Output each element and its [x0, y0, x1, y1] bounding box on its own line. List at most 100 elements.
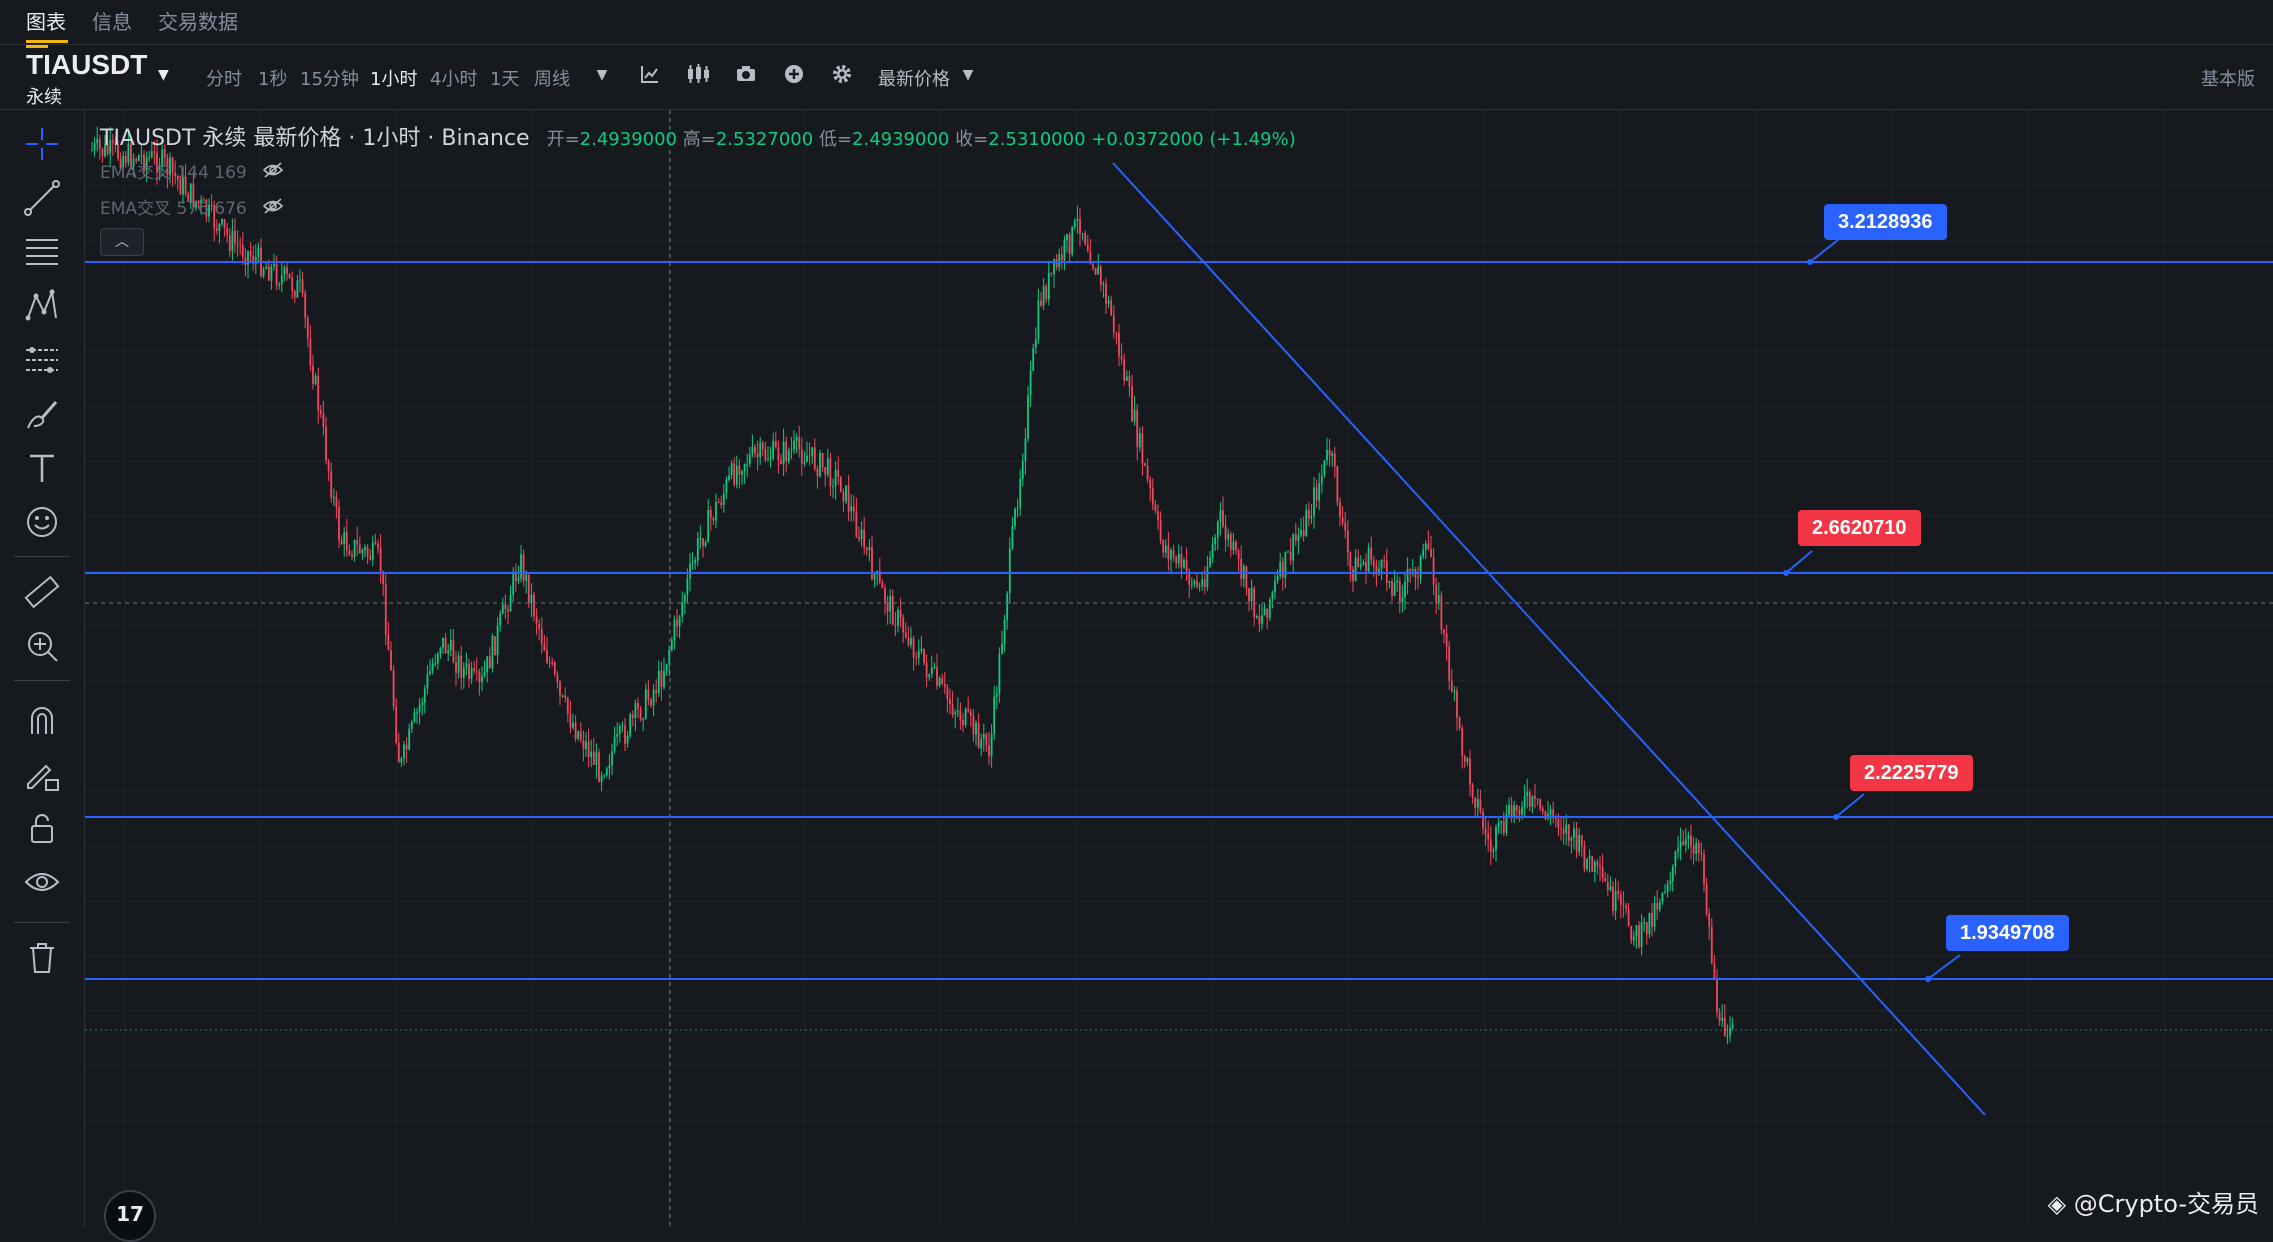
camera-icon[interactable]	[734, 63, 758, 87]
timeframe-1s[interactable]: 1秒	[258, 69, 288, 90]
candle-body	[1318, 483, 1321, 501]
collapse-indicators-button[interactable]: ︿	[100, 228, 144, 256]
measure-lines-icon[interactable]	[22, 340, 62, 380]
candle-body	[1331, 453, 1334, 456]
symbol-dropdown-icon[interactable]: ▼	[158, 67, 169, 83]
candle-body	[184, 176, 187, 194]
tab-chart[interactable]: 图表	[26, 10, 66, 34]
price-label-support[interactable]: 2.2225779	[1850, 755, 1973, 791]
candle-body	[106, 144, 109, 154]
candle-body	[1359, 564, 1362, 567]
candle-body	[1232, 541, 1235, 550]
candle-body	[551, 662, 554, 664]
add-icon[interactable]	[782, 63, 806, 87]
candle-body	[1170, 549, 1172, 560]
timeframe-1w[interactable]: 周线	[534, 69, 570, 90]
candle-body	[1729, 1027, 1731, 1036]
trash-icon[interactable]	[22, 938, 62, 978]
candle-body	[798, 437, 801, 450]
tab-info[interactable]: 信息	[92, 10, 132, 34]
candle-body	[670, 640, 673, 651]
timeframe-15m[interactable]: 15分钟	[300, 69, 359, 90]
candle-body	[1669, 881, 1672, 885]
candle-body	[228, 235, 231, 252]
price-type-select[interactable]: 最新价格	[878, 69, 950, 90]
candle-body	[1053, 259, 1055, 275]
magnet-icon[interactable]	[22, 700, 62, 740]
symbol-name[interactable]: TIAUSDT	[26, 49, 148, 80]
zoom-in-icon[interactable]	[22, 626, 62, 666]
candle-body	[455, 662, 457, 674]
candle-body	[1523, 796, 1526, 808]
timeframe-4h[interactable]: 4小时	[430, 69, 478, 90]
candle-body	[806, 455, 808, 462]
trendline-icon[interactable]	[22, 178, 62, 218]
candle-type-icon[interactable]	[686, 63, 710, 87]
lock-icon[interactable]	[22, 808, 62, 848]
candle-body	[1656, 903, 1659, 910]
candle-body	[556, 674, 559, 682]
crosshair-icon[interactable]	[22, 124, 62, 164]
candle-body	[377, 543, 379, 548]
price-label-lower[interactable]: 1.9349708	[1946, 915, 2069, 951]
candle-body	[1583, 846, 1586, 870]
candle-body	[481, 676, 483, 683]
timeframe-1h[interactable]: 1小时	[370, 69, 418, 90]
candle-body	[933, 667, 936, 669]
candle-body	[496, 625, 499, 656]
settings-gear-icon[interactable]	[830, 63, 854, 87]
text-icon[interactable]	[22, 448, 62, 488]
candle-body	[858, 536, 860, 540]
candle-body	[507, 609, 509, 612]
candle-body	[598, 752, 600, 782]
candle-body	[676, 619, 678, 627]
candle-body	[1508, 805, 1510, 815]
lock-draw-icon[interactable]	[22, 754, 62, 794]
fib-icon[interactable]	[22, 232, 62, 272]
price-chart[interactable]	[85, 110, 2273, 1227]
candle-body	[624, 725, 626, 744]
pattern-icon[interactable]	[22, 286, 62, 326]
price-label-upper[interactable]: 3.2128936	[1824, 204, 1947, 240]
more-timeframes-icon[interactable]: ▼	[596, 67, 608, 83]
candle-body	[1263, 608, 1266, 616]
candle-body	[1385, 561, 1388, 583]
indicator-ema-2[interactable]: EMA交叉 576 676	[100, 194, 284, 219]
hidden-eye-icon[interactable]	[262, 162, 284, 183]
candle-body	[1445, 633, 1448, 647]
chart-canvas[interactable]	[85, 110, 2273, 1227]
candle-body	[743, 464, 746, 472]
candle-body	[137, 155, 140, 161]
emoji-icon[interactable]	[22, 502, 62, 542]
candle-body	[286, 267, 288, 274]
indicators-icon[interactable]	[638, 63, 662, 87]
candle-body	[1497, 822, 1500, 828]
candle-body	[1084, 233, 1087, 245]
candle-body	[1651, 912, 1653, 927]
candle-body	[1102, 283, 1105, 285]
brush-icon[interactable]	[22, 394, 62, 434]
candle-body	[1037, 300, 1040, 340]
candle-body	[208, 205, 210, 217]
candle-body	[1705, 883, 1708, 914]
candle-body	[1661, 892, 1664, 903]
candle-body	[169, 157, 171, 176]
candle-body	[1505, 814, 1508, 833]
candle-body	[1648, 912, 1651, 935]
price-label-resistance[interactable]: 2.6620710	[1798, 510, 1921, 546]
candle-body	[1549, 809, 1552, 815]
tab-trading-data[interactable]: 交易数据	[158, 10, 238, 34]
candle-body	[1211, 544, 1214, 558]
timeframe-1d[interactable]: 1天	[490, 69, 520, 90]
ruler-icon[interactable]	[22, 572, 62, 612]
timeframe-tick[interactable]: 分时	[206, 69, 242, 90]
hidden-eye-icon[interactable]	[262, 198, 284, 219]
indicator-ema-1[interactable]: EMA交叉 144 169	[100, 158, 284, 183]
candle-body	[223, 219, 226, 229]
candle-body	[694, 560, 697, 564]
candle-body	[470, 668, 473, 679]
basic-mode-button[interactable]: 基本版	[2201, 69, 2255, 90]
candle-body	[1157, 511, 1159, 521]
price-type-chevron-icon[interactable]: ▼	[962, 67, 974, 83]
eye-icon[interactable]	[22, 862, 62, 902]
